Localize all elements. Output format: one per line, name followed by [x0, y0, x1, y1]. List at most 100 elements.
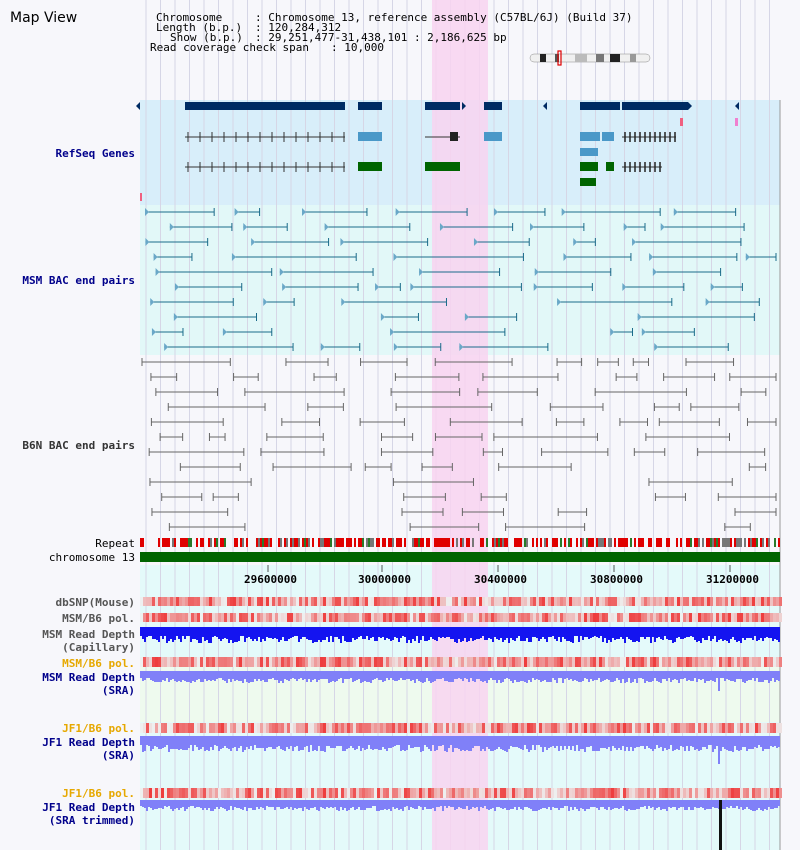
read-depth-bar	[244, 671, 246, 679]
read-depth-bar	[604, 736, 606, 748]
read-depth-bar	[314, 736, 316, 750]
polymorphism-cell	[140, 657, 143, 667]
polymorphism-cell	[293, 723, 296, 733]
polymorphism-cell	[539, 613, 542, 622]
polymorphism-cell	[161, 597, 164, 606]
repeat-bar	[620, 538, 622, 547]
read-depth-bar	[746, 736, 748, 751]
read-depth-bar	[668, 627, 670, 640]
polymorphism-cell	[683, 613, 686, 622]
polymorphism-cell	[368, 723, 371, 733]
read-depth-bar	[538, 800, 540, 810]
read-depth-bar	[698, 736, 700, 751]
read-depth-bar	[260, 671, 262, 681]
read-depth-bar	[592, 800, 594, 807]
polymorphism-cell	[341, 613, 344, 622]
polymorphism-cell	[443, 657, 446, 667]
read-depth-bar	[402, 627, 404, 636]
polymorphism-cell	[272, 613, 275, 622]
read-depth-bar	[218, 627, 220, 639]
read-depth-bar	[650, 736, 652, 749]
bac-end-marker	[410, 283, 415, 291]
read-depth-bar	[704, 671, 706, 683]
polymorphism-cell	[317, 788, 320, 798]
repeat-bar	[614, 538, 616, 547]
read-depth-bar	[562, 800, 564, 808]
read-depth-bar	[142, 627, 144, 639]
polymorphism-cell	[764, 657, 767, 667]
read-depth-bar	[666, 671, 668, 681]
repeat-bar	[166, 538, 168, 547]
polymorphism-cell	[437, 723, 440, 733]
polymorphism-cell	[677, 597, 680, 606]
read-depth-bar	[144, 736, 146, 751]
repeat-bar	[172, 538, 174, 547]
read-depth-bar	[280, 627, 282, 640]
read-depth-bar	[518, 671, 520, 682]
read-depth-bar	[146, 736, 148, 745]
polymorphism-cell	[437, 597, 440, 606]
polymorphism-cell	[482, 613, 485, 622]
read-depth-bar	[296, 627, 298, 636]
read-depth-bar	[268, 736, 270, 747]
read-depth-bar	[576, 627, 578, 636]
read-depth-bar	[484, 736, 486, 751]
polymorphism-cell	[236, 597, 239, 606]
polymorphism-cell	[524, 613, 527, 622]
ideogram-band	[575, 54, 587, 62]
read-depth-bar	[512, 800, 514, 809]
polymorphism-cell	[461, 657, 464, 667]
gene-block	[140, 193, 142, 201]
read-depth-bar	[678, 800, 680, 808]
read-depth-bar	[578, 800, 580, 811]
polymorphism-cell	[497, 657, 500, 667]
polymorphism-cell	[596, 597, 599, 606]
read-depth-bar	[172, 627, 174, 642]
read-depth-bar	[336, 627, 338, 637]
read-depth-bar	[728, 671, 730, 680]
polymorphism-cell	[689, 788, 692, 798]
polymorphism-cell	[599, 723, 602, 733]
repeat-bar	[186, 538, 188, 547]
bac-end-marker	[341, 298, 346, 306]
read-depth-bar	[522, 627, 524, 641]
polymorphism-cell	[170, 597, 173, 606]
read-depth-bar	[640, 627, 642, 637]
read-depth-bar	[640, 671, 642, 678]
read-depth-bar	[230, 800, 232, 806]
repeat-bar	[762, 538, 764, 547]
repeat-bar	[514, 538, 516, 547]
read-depth-bar	[444, 671, 446, 681]
polymorphism-cell	[545, 657, 548, 667]
read-depth-bar	[158, 800, 160, 808]
polymorphism-cell	[542, 657, 545, 667]
read-depth-bar	[254, 800, 256, 810]
polymorphism-cell	[554, 613, 557, 622]
polymorphism-cell	[443, 597, 446, 606]
read-depth-bar	[656, 736, 658, 745]
polymorphism-cell	[254, 788, 257, 798]
read-depth-bar	[498, 736, 500, 747]
read-depth-bar	[214, 736, 216, 745]
polymorphism-cell	[431, 723, 434, 733]
polymorphism-cell	[617, 613, 620, 622]
repeat-bar	[744, 538, 746, 547]
polymorphism-cell	[722, 723, 725, 733]
label-msm-depth-cap-2: (Capillary)	[62, 641, 135, 654]
polymorphism-cell	[710, 657, 713, 667]
polymorphism-cell	[512, 723, 515, 733]
polymorphism-cell	[491, 788, 494, 798]
read-depth-bar	[426, 671, 428, 678]
repeat-bar	[774, 538, 776, 547]
read-depth-bar	[256, 627, 258, 641]
polymorphism-cell	[221, 613, 224, 622]
polymorphism-cell	[377, 788, 380, 798]
length-value: : 120,284,312	[255, 21, 342, 34]
read-depth-bar	[444, 627, 446, 638]
read-depth-bar	[446, 800, 448, 808]
read-depth-bar	[382, 671, 384, 682]
read-depth-bar	[568, 671, 570, 680]
read-depth-bar	[586, 800, 588, 809]
polymorphism-cell	[296, 788, 299, 798]
